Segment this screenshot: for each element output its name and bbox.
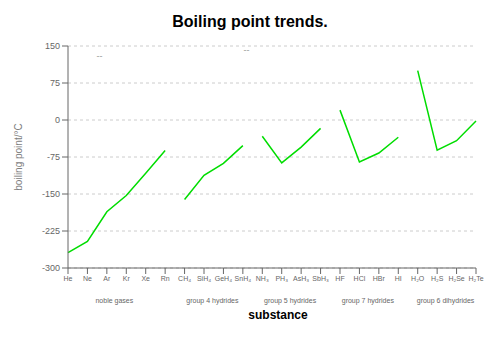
svg-text:Ar: Ar — [103, 275, 111, 282]
svg-text:HF: HF — [335, 275, 344, 282]
svg-text:H₂Se: H₂Se — [448, 275, 464, 282]
svg-text:-225: -225 — [42, 226, 60, 236]
svg-text:H₂Te: H₂Te — [468, 275, 483, 282]
svg-text:H₂S: H₂S — [431, 275, 444, 282]
svg-text:noble gases: noble gases — [95, 297, 133, 305]
html-text:Boiling point trends.: Boiling point trends. — [172, 13, 328, 30]
svg-text:He: He — [64, 275, 73, 282]
svg-text:HCl: HCl — [354, 275, 366, 282]
svg-text:150: 150 — [45, 41, 60, 51]
svg-text:H₂O: H₂O — [411, 275, 425, 282]
svg-text:group 5 hydrides: group 5 hydrides — [264, 297, 317, 305]
svg-text:0: 0 — [55, 115, 60, 125]
svg-text:CH₄: CH₄ — [178, 275, 191, 282]
svg-text:SnH₄: SnH₄ — [235, 275, 252, 282]
svg-text:HBr: HBr — [373, 275, 386, 282]
svg-text:HI: HI — [395, 275, 402, 282]
html-text:substance: substance — [248, 308, 308, 322]
svg-text:group 4 hydrides: group 4 hydrides — [186, 297, 239, 305]
svg-text:75: 75 — [50, 78, 60, 88]
svg-text:Xe: Xe — [141, 275, 150, 282]
svg-text:-300: -300 — [42, 263, 60, 273]
svg-text:-150: -150 — [42, 189, 60, 199]
svg-text:AsH₃: AsH₃ — [293, 275, 309, 282]
svg-text:PH₃: PH₃ — [275, 275, 288, 282]
svg-text:-75: -75 — [47, 152, 60, 162]
svg-text:Kr: Kr — [123, 275, 131, 282]
svg-text:boiling point/°C: boiling point/°C — [13, 123, 24, 190]
svg-text:GeH₄: GeH₄ — [215, 275, 232, 282]
svg-text:group 6 dihydrides: group 6 dihydrides — [417, 297, 475, 305]
svg-text:SiH₄: SiH₄ — [197, 275, 211, 282]
svg-text:group 7 hydrides: group 7 hydrides — [342, 297, 395, 305]
svg-text:SbH₃: SbH₃ — [312, 275, 329, 282]
svg-text:NH₃: NH₃ — [256, 275, 269, 282]
svg-text:Ne: Ne — [83, 275, 92, 282]
svg-text:Rn: Rn — [161, 275, 170, 282]
